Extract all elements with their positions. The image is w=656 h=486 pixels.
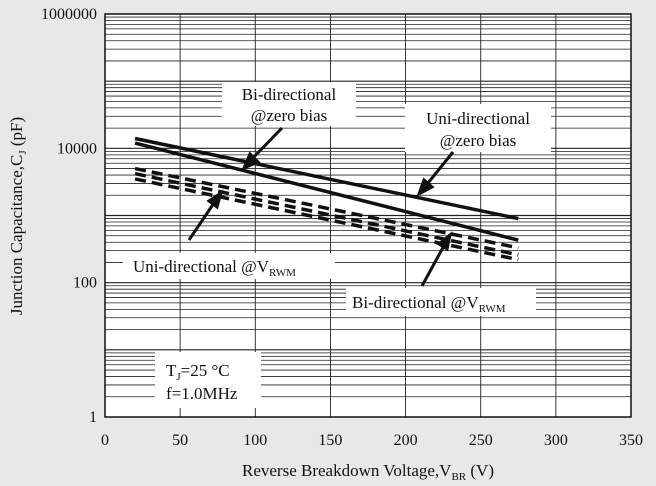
series-line-0 <box>134 136 519 221</box>
label-box-bi-vrwm <box>346 288 536 316</box>
arrow-uni-vrwm <box>187 199 218 241</box>
plot-frame <box>104 13 632 418</box>
y-tick-label-3: 1000000 <box>41 6 97 23</box>
x-tick-label-3: 150 <box>318 432 342 449</box>
x-tick-label-1: 50 <box>172 432 188 449</box>
annotation-bi-zero-line2: @zero bias <box>251 106 328 125</box>
series-line-3 <box>134 171 519 257</box>
series-line-4 <box>134 177 519 262</box>
x-tick-label-0: 0 <box>101 432 109 449</box>
annotation-bi-vrwm: Bi-directional @VRWM <box>352 293 506 315</box>
x-tick-label-4: 200 <box>394 432 418 449</box>
annotation-conditions-tj: TJ=25 °C <box>166 361 230 383</box>
y-tick-label-2: 10000 <box>57 140 97 157</box>
annotation-arrows <box>187 126 455 287</box>
y-axis-title: Junction Capacitance,CJ (pF) <box>7 117 29 315</box>
label-box-uni-zero <box>405 104 551 152</box>
y-tick-label-0: 1 <box>89 409 97 426</box>
annotation-uni-vrwm: Uni-directional @VRWM <box>133 257 296 279</box>
y-tick-label-1: 100 <box>73 275 97 292</box>
arrow-uni-zero <box>422 151 455 189</box>
annotation-uni-zero-line2: @zero bias <box>440 131 517 150</box>
x-tick-label-2: 100 <box>243 432 267 449</box>
series-line-2 <box>134 166 519 250</box>
arrow-uni-zero-head <box>416 177 435 198</box>
x-axis-title: Reverse Breakdown Voltage,VBR (V) <box>242 461 494 483</box>
annotation-bi-zero-line1: Bi-directional <box>242 85 337 104</box>
annotation-conditions-f: f=1.0MHz <box>166 384 238 403</box>
label-box-conditions <box>155 352 261 408</box>
arrow-uni-vrwm-head <box>206 189 224 210</box>
label-box-uni-vrwm <box>123 253 335 279</box>
series-lines <box>134 136 519 262</box>
arrow-bi-vrwm <box>420 241 448 287</box>
x-tick-label-5: 250 <box>469 432 493 449</box>
x-tick-label-6: 300 <box>544 432 568 449</box>
series-line-1 <box>134 141 519 242</box>
label-box-bi-zero <box>222 82 356 126</box>
annotation-uni-zero-line1: Uni-directional <box>426 109 530 128</box>
x-tick-label-7: 350 <box>619 432 643 449</box>
arrow-bi-zero <box>247 126 284 164</box>
axis-ticks: 0 50 100 150 200 250 300 350 1 100 10000 1000000 <box>41 6 643 449</box>
arrow-bi-vrwm-head <box>436 231 453 252</box>
arrow-bi-zero-head <box>241 151 261 171</box>
